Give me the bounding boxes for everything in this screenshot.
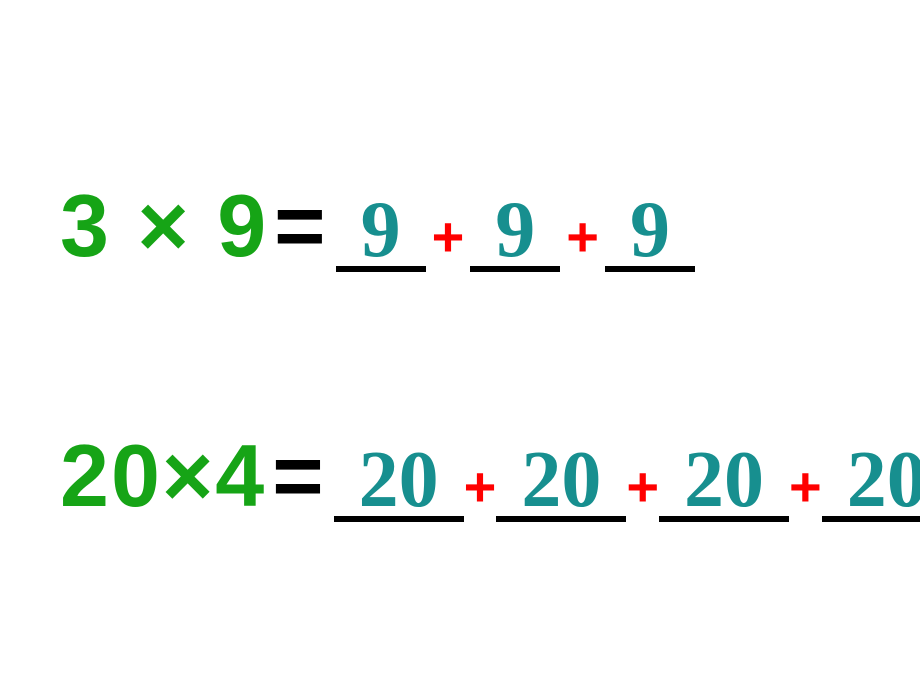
lhs-expression: 20×4	[60, 425, 266, 527]
term-value: 20	[674, 440, 774, 520]
plus-operator: +	[566, 204, 599, 269]
equals-sign: =	[274, 175, 325, 277]
plus-operator: +	[464, 454, 497, 519]
equation-row-2: 20×4 = 20 + 20 + 20 + 20	[60, 425, 920, 527]
blank-term: 20	[822, 440, 920, 522]
underline	[470, 266, 560, 272]
plus-operator: +	[626, 454, 659, 519]
plus-operator: +	[789, 454, 822, 519]
equation-row-1: 3 × 9 = 9 + 9 + 9	[60, 175, 699, 277]
term-value: 9	[489, 190, 541, 270]
underline	[496, 516, 626, 522]
blank-term: 20	[659, 440, 789, 522]
term-value: 20	[349, 440, 449, 520]
lhs-expression: 3 × 9	[60, 175, 268, 277]
term-value: 9	[355, 190, 407, 270]
blank-term: 20	[496, 440, 626, 522]
blank-term: 9	[470, 190, 560, 272]
underline	[336, 266, 426, 272]
plus-operator: +	[432, 204, 465, 269]
term-value: 20	[511, 440, 611, 520]
underline	[605, 266, 695, 272]
underline	[822, 516, 920, 522]
equals-sign: =	[272, 425, 323, 527]
blank-term: 9	[605, 190, 695, 272]
blank-term: 20	[334, 440, 464, 522]
term-value: 20	[837, 440, 920, 520]
term-value: 9	[624, 190, 676, 270]
blank-term: 9	[336, 190, 426, 272]
underline	[659, 516, 789, 522]
underline	[334, 516, 464, 522]
